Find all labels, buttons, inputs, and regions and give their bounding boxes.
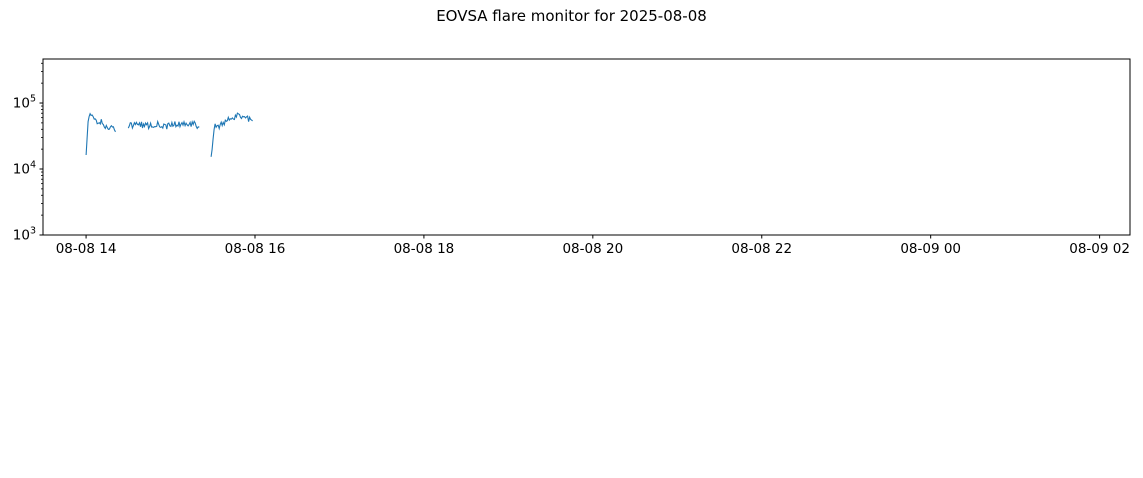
- figure-title: EOVSA flare monitor for 2025-08-08: [436, 7, 707, 25]
- y-tick-label: 105: [13, 94, 36, 112]
- y-axis: 103 104 105: [13, 62, 43, 244]
- x-tick-label: 08-08 18: [394, 241, 455, 257]
- axes-frame: [42, 58, 1131, 236]
- subplot-1: 08-08 14 08-08 16 08-08 18 08-08 20 08-08 22…: [13, 58, 1131, 257]
- x-tick-label: 08-08 20: [562, 241, 623, 257]
- x-axis: 08-08 14 08-08 16 08-08 18 08-08 20 08-08 22…: [56, 235, 1130, 257]
- x-tick-label: 08-08 22: [731, 241, 792, 257]
- y-tick-label: 103: [13, 226, 36, 244]
- x-tick-label: 08-09 02: [1069, 241, 1130, 257]
- y-tick-label: 104: [13, 160, 36, 178]
- x-tick-label: 08-09 00: [900, 241, 961, 257]
- series-blue-raw: [85, 112, 253, 157]
- x-tick-label: 08-08 14: [56, 241, 117, 257]
- x-tick-label: 08-08 16: [225, 241, 286, 257]
